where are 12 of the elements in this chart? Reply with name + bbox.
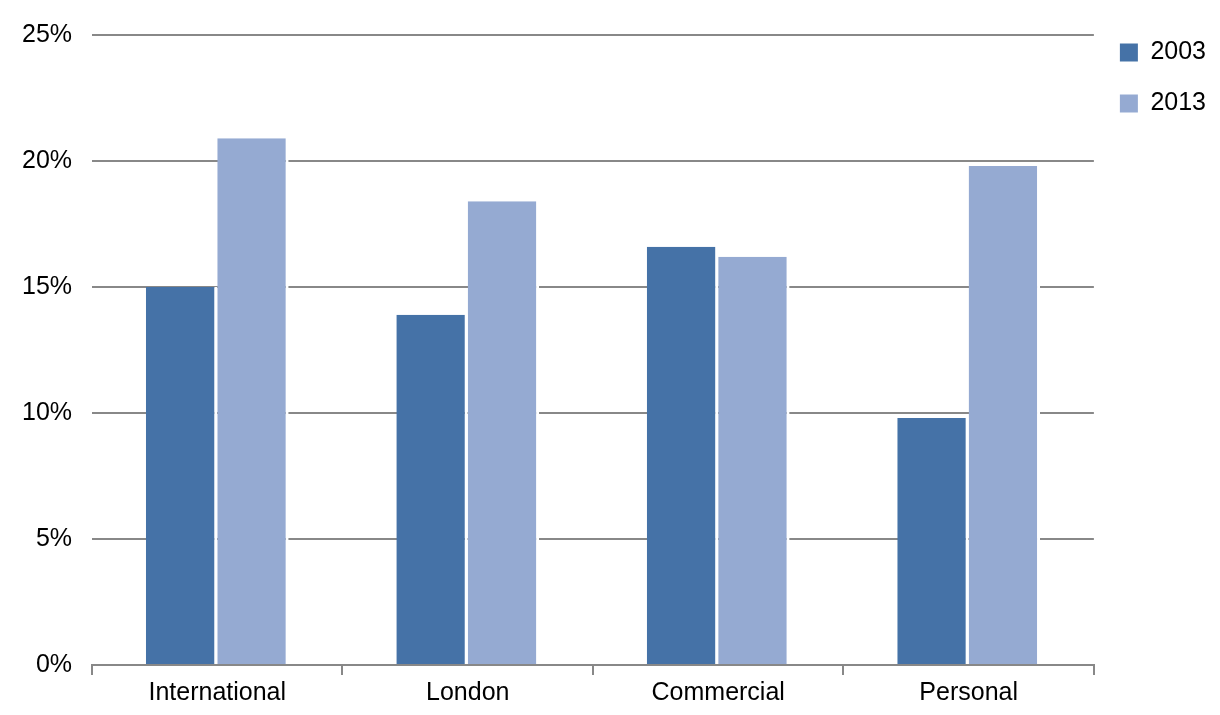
y-tick-label: 15% [21,270,73,299]
legend-label: 2003 [1150,36,1207,65]
y-tick-label: 25% [21,18,73,47]
y-tick-label: 20% [21,144,73,173]
y-tick-label: 5% [35,522,73,551]
y-tick-label: 10% [21,396,73,425]
x-tick-label: Personal [919,676,1018,705]
x-tick-label: Commercial [651,676,785,705]
legend-label: 2013 [1150,87,1207,116]
x-tick-label: London [426,676,510,705]
x-tick-label: International [148,676,287,705]
y-tick-label: 0% [35,648,73,677]
